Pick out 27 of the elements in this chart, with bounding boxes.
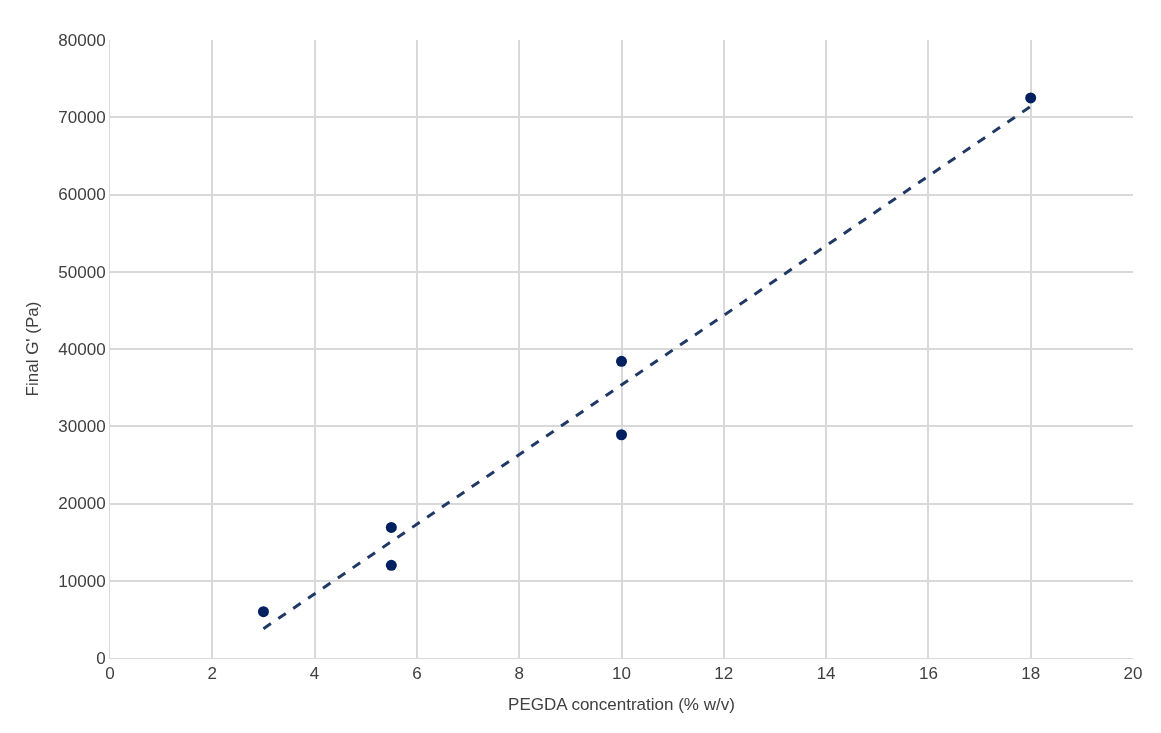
y-axis-title: Final G' (Pa) — [22, 301, 42, 397]
x-tick-label: 20 — [1123, 664, 1143, 684]
y-tick-label: 70000 — [58, 108, 106, 128]
y-tick-label: 0 — [96, 648, 106, 668]
point — [385, 559, 397, 571]
point — [616, 355, 627, 367]
y-tick-label: 30000 — [58, 417, 106, 437]
point — [257, 606, 269, 618]
y-tick-label: 50000 — [58, 262, 106, 282]
x-tick-label: 6 — [412, 664, 422, 684]
point — [1025, 92, 1037, 104]
point — [385, 521, 397, 533]
y-tick-label: 60000 — [58, 185, 106, 205]
x-tick-label: 2 — [207, 664, 218, 684]
x-axis-title: PEGDA concentration (% w/v) — [508, 694, 735, 714]
x-tick-label: 8 — [514, 664, 524, 684]
y-tick-label: 40000 — [58, 339, 106, 359]
x-tick-label: 14 — [816, 664, 836, 684]
x-tick-label: 4 — [309, 664, 320, 684]
x-tick-label: 18 — [1021, 664, 1041, 684]
x-tick-label: 16 — [918, 664, 938, 684]
x-tick-label: 12 — [714, 664, 734, 684]
y-tick-label: 20000 — [58, 494, 106, 514]
point — [616, 429, 627, 441]
y-tick-label: 10000 — [58, 571, 106, 591]
x-tick-label: 10 — [612, 664, 631, 684]
y-tick-label: 80000 — [58, 30, 106, 50]
